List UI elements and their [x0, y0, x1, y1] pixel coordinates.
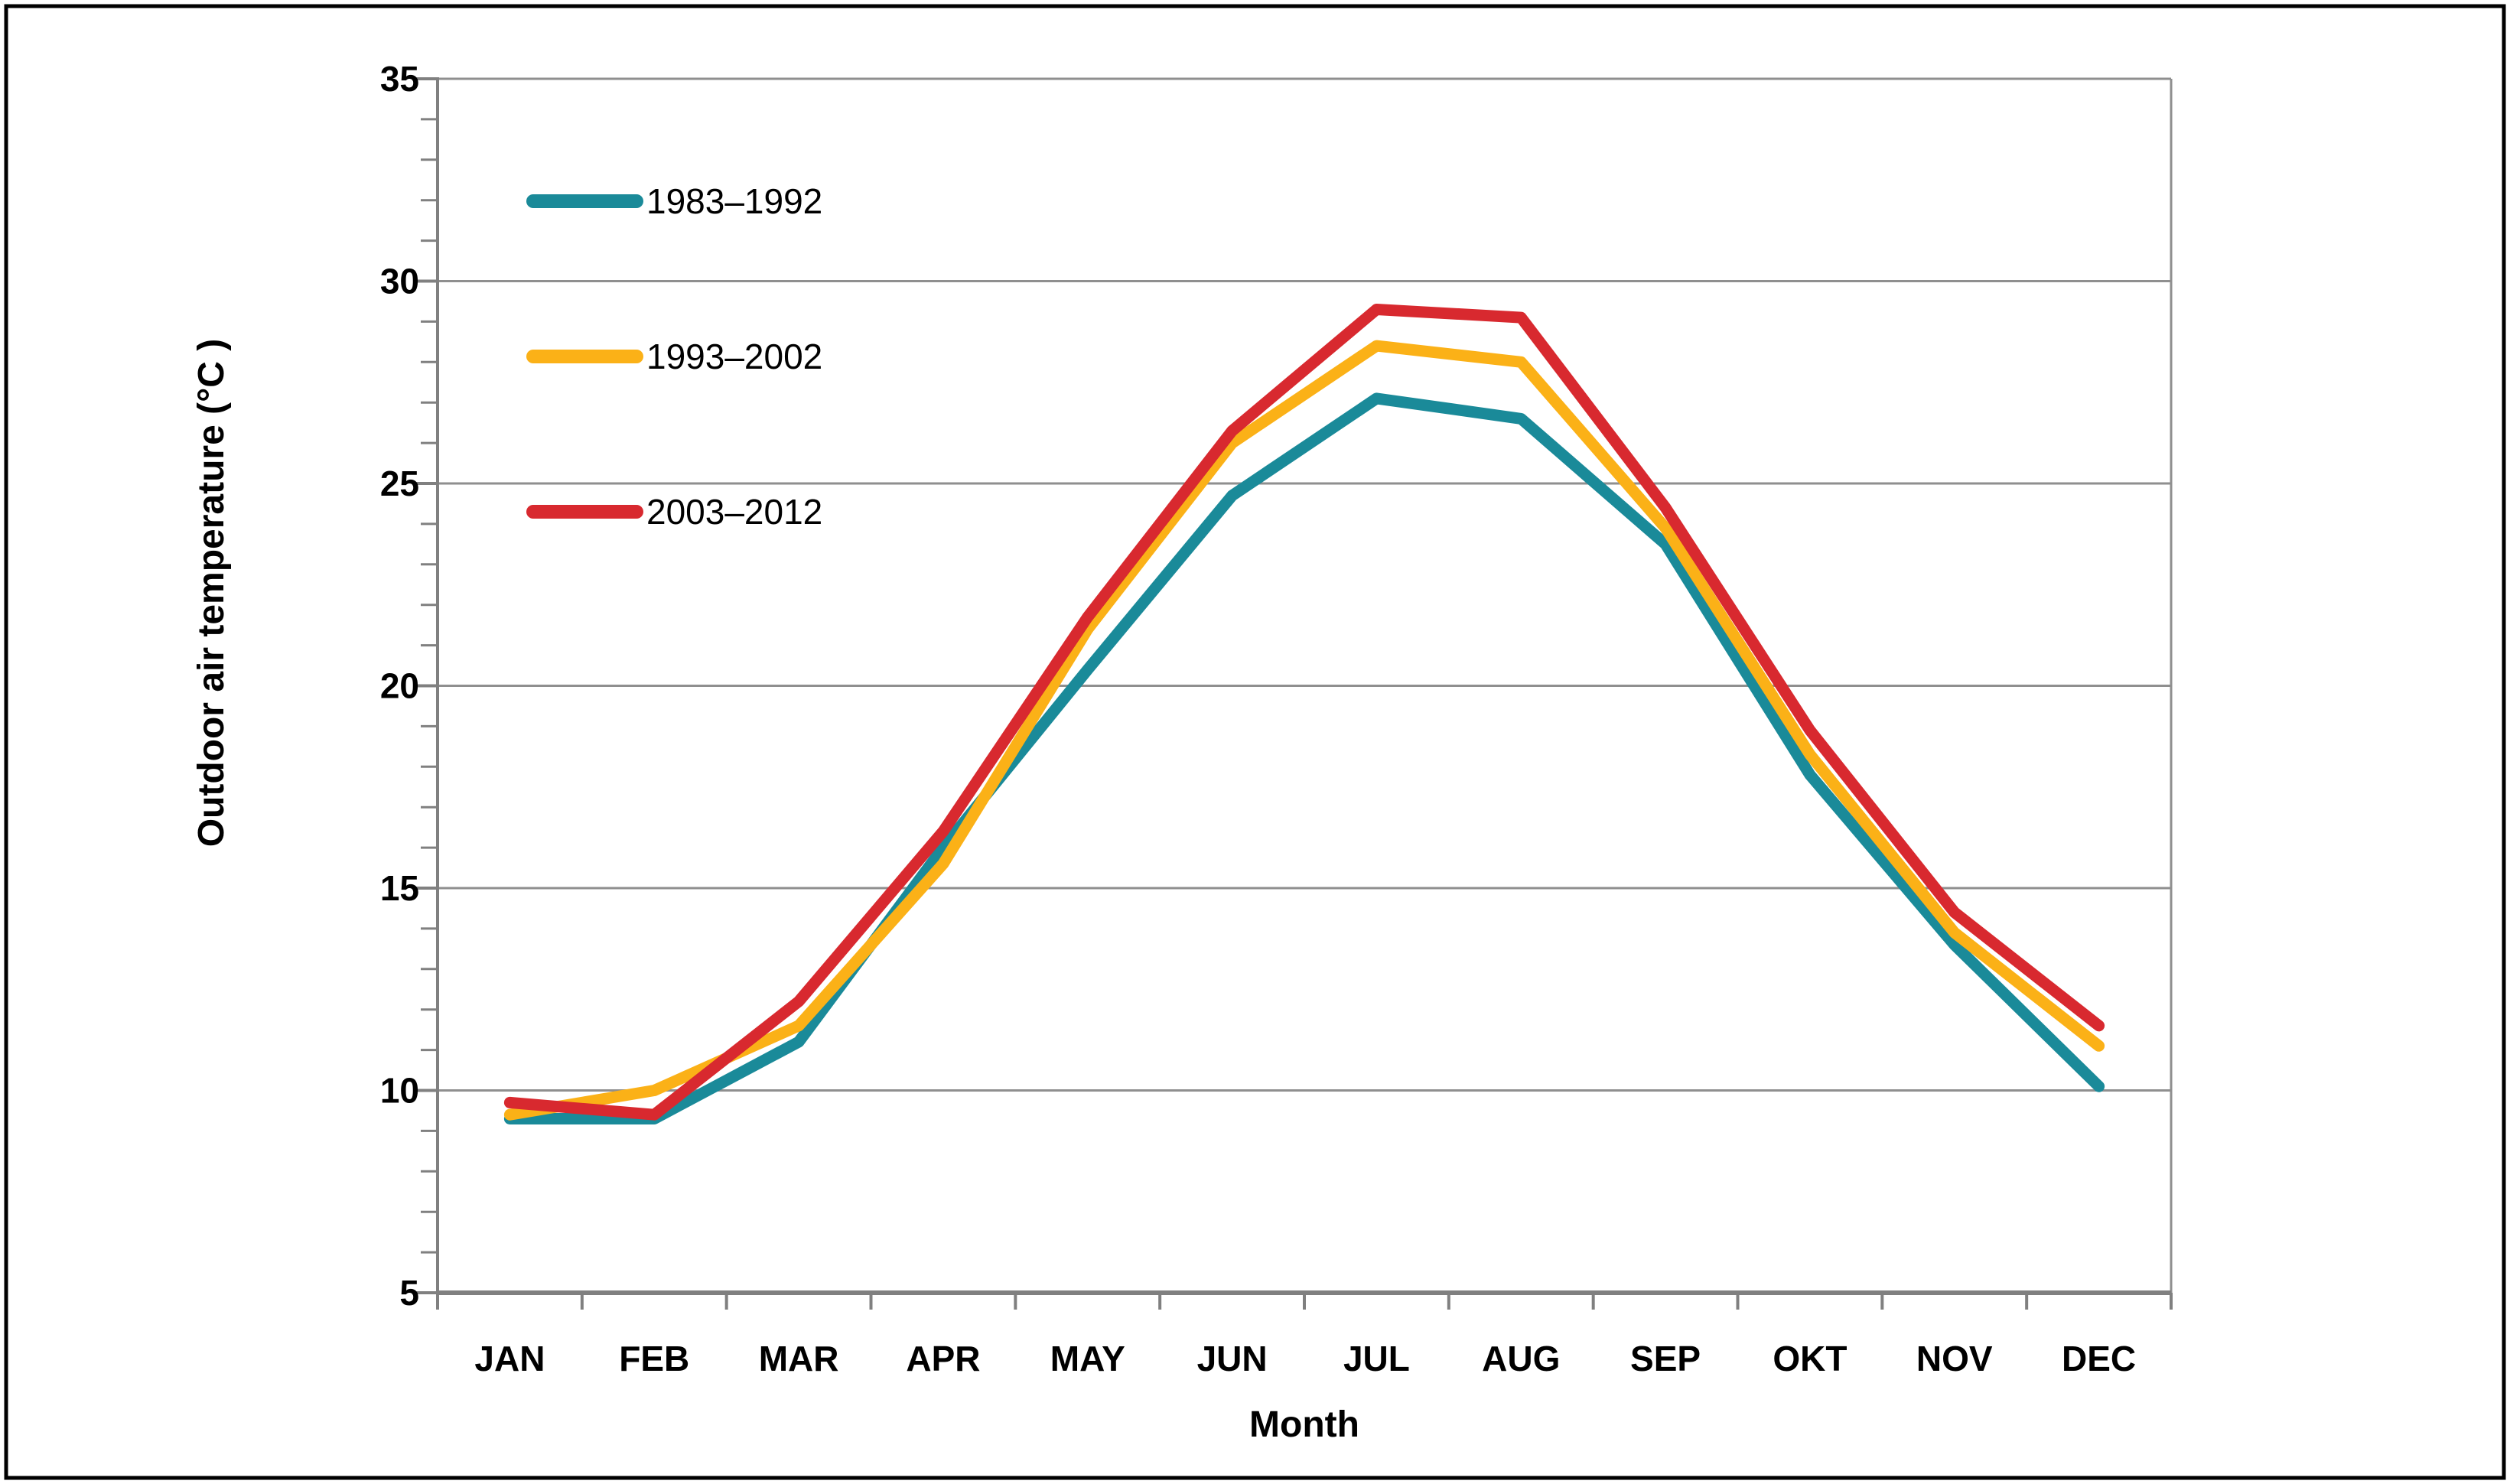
y-tick-label-25: 25: [380, 464, 419, 503]
y-tick-label-30: 30: [380, 262, 419, 301]
x-tick-label-jun: JUN: [1197, 1339, 1268, 1378]
legend-label-1993-2002: 1993–2002: [646, 337, 822, 376]
series-line-2003-2012: [503, 304, 2105, 1121]
x-tick-label-mar: MAR: [759, 1339, 839, 1378]
x-tick-label-jul: JUL: [1343, 1339, 1410, 1378]
series-line-1983-1992: [503, 392, 2105, 1124]
legend-item-2003-2012: 2003–2012: [526, 492, 822, 532]
y-tick-label-35: 35: [380, 59, 419, 99]
legend-item-1983-1992: 1983–1992: [526, 181, 822, 221]
x-tick-label-may: MAY: [1050, 1339, 1125, 1378]
x-tick-label-apr: APR: [906, 1339, 980, 1378]
legend-label-2003-2012: 2003–2012: [646, 492, 822, 532]
y-tick-label-15: 15: [380, 868, 419, 908]
x-tick-label-feb: FEB: [619, 1339, 689, 1378]
legend-item-1993-2002: 1993–2002: [526, 337, 822, 376]
y-tick-label-5: 5: [399, 1273, 419, 1313]
x-tick-label-okt: OKT: [1773, 1339, 1847, 1378]
x-tick-label-nov: NOV: [1916, 1339, 1993, 1378]
x-tick-label-sep: SEP: [1630, 1339, 1701, 1378]
x-tick-label-dec: DEC: [2062, 1339, 2136, 1378]
x-tick-label-aug: AUG: [1482, 1339, 1560, 1378]
y-tick-label-20: 20: [380, 666, 419, 706]
x-tick-label-jan: JAN: [474, 1339, 545, 1378]
x-axis-title: Month: [1249, 1404, 1359, 1445]
figure-border: [4, 4, 2506, 1480]
series-line-1993-2002: [503, 340, 2105, 1121]
legend-label-1983-1992: 1983–1992: [646, 181, 822, 221]
y-axis-title: Outdoor air temperature (°C ): [191, 339, 232, 848]
y-tick-label-10: 10: [380, 1071, 419, 1111]
